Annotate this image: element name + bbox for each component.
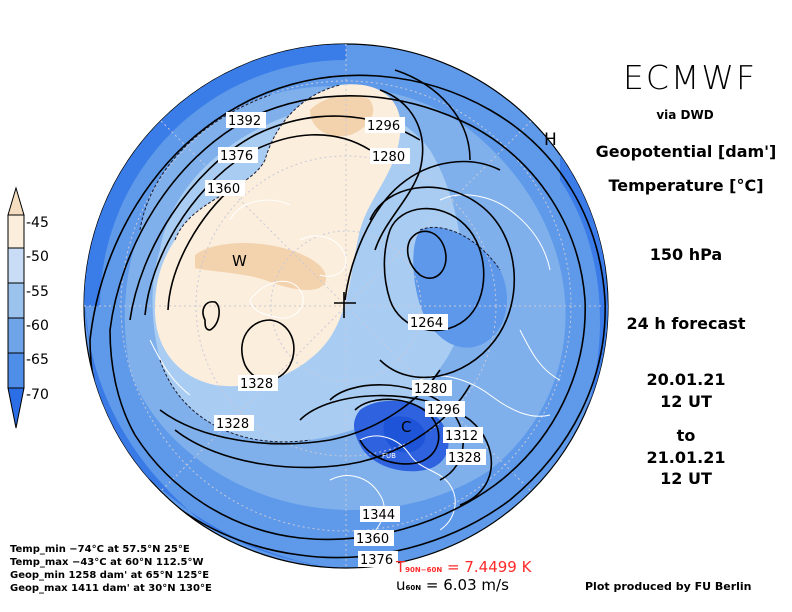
svg-text:1264: 1264: [410, 316, 443, 331]
colorbar-tick: -55: [26, 284, 49, 300]
contour-label: 1312: [443, 427, 483, 444]
contour-label: 1328: [214, 415, 254, 432]
contour-label: 1392: [226, 112, 266, 129]
mean-wind: u60N = 6.03 m/s: [396, 576, 509, 594]
cold-band-outer: [84, 44, 346, 306]
data-source: via DWD: [656, 108, 714, 122]
start-time: 12 UT: [660, 392, 712, 411]
svg-text:1296: 1296: [427, 403, 460, 418]
svg-text:1392: 1392: [228, 114, 261, 129]
svg-text:1376: 1376: [360, 553, 393, 568]
contour-label: 1296: [365, 117, 405, 134]
colorbar-tick: -45: [26, 215, 49, 231]
start-date: 20.01.21: [646, 370, 726, 389]
temp-max-stat: Temp_max −43°C at 60°N 112.5°W: [10, 557, 204, 568]
warm-marker: W: [232, 252, 247, 270]
mean-temperature: T90N−60N = 7.4499 K: [396, 558, 531, 576]
t-value: = 7.4499 K: [447, 558, 532, 576]
contour-label: 1376: [218, 147, 258, 164]
colorbar-tick: -50: [26, 249, 49, 265]
contour-label: 1360: [205, 180, 245, 197]
svg-text:1280: 1280: [414, 382, 447, 397]
stats-block: Temp_min −74°C at 57.5°N 25°E Temp_max −…: [10, 543, 212, 595]
colorbar-tick: -60: [26, 318, 49, 334]
cold-trough-core: [383, 416, 426, 453]
geop-max-stat: Geop_max 1411 dam' at 30°N 130°E: [10, 583, 212, 594]
svg-text:1360: 1360: [356, 532, 389, 547]
pressure-level: 150 hPa: [649, 245, 723, 264]
warm-region: [155, 84, 401, 387]
high-pressure-marker: H: [544, 130, 557, 150]
svg-text:1296: 1296: [367, 119, 400, 134]
field-temperature: Temperature [°C]: [608, 176, 764, 195]
u-value: = 6.03 m/s: [425, 576, 509, 594]
contour-label: 1328: [238, 375, 278, 392]
svg-text:1312: 1312: [445, 429, 478, 444]
credit-text: Plot produced by FU Berlin: [585, 580, 752, 593]
contour-label: 1328: [446, 449, 486, 466]
svg-text:1328: 1328: [216, 417, 249, 432]
colorbar-segment: [7, 352, 25, 389]
contour-label: 1280: [370, 148, 410, 165]
svg-text:1280: 1280: [372, 150, 405, 165]
colorbar-segment: [7, 282, 25, 319]
forecast-range: 24 h forecast: [626, 314, 746, 333]
svg-text:1328: 1328: [448, 451, 481, 466]
contour-label: 1264: [408, 314, 448, 331]
cold-marker: C: [401, 418, 411, 436]
colorbar-segment: [7, 317, 25, 354]
t-symbol: T: [396, 558, 406, 576]
svg-text:1328: 1328: [240, 377, 273, 392]
colorbar-segment: [7, 214, 25, 249]
fub-marker: FUB: [382, 452, 396, 460]
range-to: to: [676, 426, 696, 445]
contour-label: 1280: [412, 380, 452, 397]
contour-label: 1376: [358, 551, 398, 568]
u-subscript: 60N: [405, 584, 422, 592]
geop-min-stat: Geop_min 1258 dam' at 65°N 125°E: [10, 570, 210, 581]
north-pole-cross-icon: [334, 292, 356, 318]
svg-text:1376: 1376: [220, 149, 253, 164]
contour-label: 1296: [425, 401, 465, 418]
colorbar-tick: -65: [26, 352, 49, 368]
coastlines: [149, 194, 561, 541]
colorbar-tick: -70: [26, 387, 49, 403]
field-geopotential: Geopotential [dam']: [595, 142, 777, 161]
end-date: 21.01.21: [646, 448, 726, 467]
colorbar-bottom-cap: [7, 387, 25, 429]
colorbar: [7, 186, 25, 429]
warm-core: [195, 243, 326, 291]
colorbar-segment: [7, 247, 25, 284]
temp-min-stat: Temp_min −74°C at 57.5°N 25°E: [10, 544, 190, 555]
temperature-isotherms: [139, 84, 501, 443]
model-title: ECMWF: [623, 58, 757, 97]
svg-text:1360: 1360: [207, 182, 240, 197]
end-time: 12 UT: [660, 469, 712, 488]
contour-label: 1360: [354, 530, 394, 547]
t-subscript: 90N−60N: [405, 566, 443, 574]
colorbar-top-cap: [7, 186, 25, 216]
svg-text:1344: 1344: [362, 508, 395, 523]
contour-label: 1344: [360, 506, 400, 523]
u-symbol: u: [396, 576, 406, 594]
